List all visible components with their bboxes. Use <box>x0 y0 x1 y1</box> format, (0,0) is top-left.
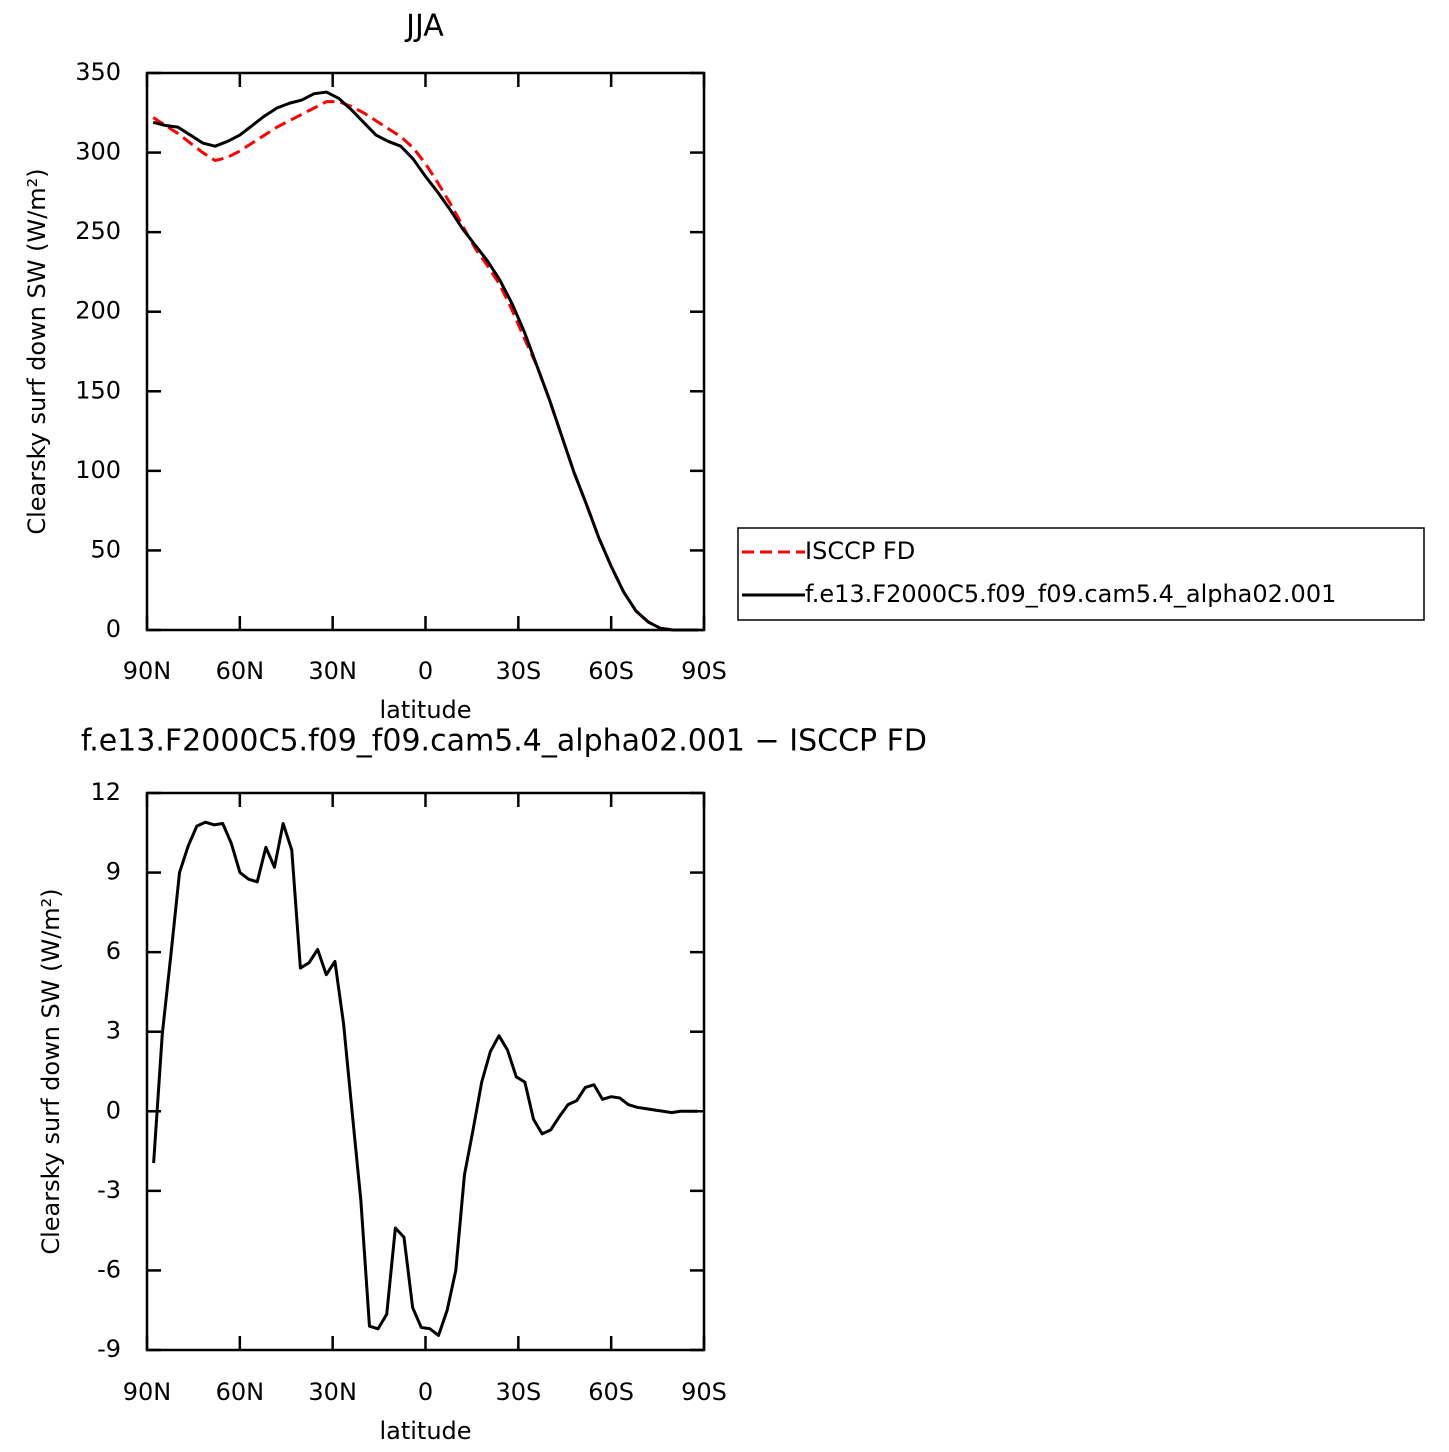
x-tick-label: 0 <box>418 657 433 685</box>
y-tick-label: 250 <box>75 217 121 245</box>
legend-label: f.e13.F2000C5.f09_f09.cam5.4_alpha02.001 <box>805 580 1336 608</box>
x-tick-label: 90S <box>681 657 727 685</box>
y-tick-label: 0 <box>106 615 121 643</box>
y-tick-label: 6 <box>106 937 121 965</box>
x-tick-label: 90S <box>681 1378 727 1406</box>
y-tick-label: 9 <box>106 858 121 886</box>
y-tick-label: 300 <box>75 138 121 166</box>
data-line <box>152 100 698 632</box>
legend: ISCCP FD f.e13.F2000C5.f09_f09.cam5.4_alp… <box>737 527 1425 621</box>
plot-frame <box>145 791 706 1352</box>
x-tick-label: 30S <box>495 657 541 685</box>
y-axis-label: Clearsky surf down SW (W/m²) <box>37 888 65 1254</box>
y-tick-label: -9 <box>97 1335 121 1363</box>
y-axis-label: Clearsky surf down SW (W/m²) <box>23 168 51 534</box>
y-tick-label: 200 <box>75 297 121 325</box>
chart-title: JJA <box>404 9 444 44</box>
x-tick-label: 90N <box>123 657 172 685</box>
x-tick-label: 0 <box>418 1378 433 1406</box>
data-line <box>152 820 698 1337</box>
x-tick-label: 90N <box>123 1378 172 1406</box>
y-tick-label: 50 <box>90 535 121 563</box>
x-tick-label: 30S <box>495 1378 541 1406</box>
y-tick-label: 350 <box>75 58 121 86</box>
x-axis-label: latitude <box>379 696 471 724</box>
x-tick-label: 60N <box>216 657 265 685</box>
legend-label: ISCCP FD <box>805 537 915 565</box>
x-axis-label: latitude <box>379 1417 471 1445</box>
data-line <box>152 90 698 632</box>
y-tick-label: 3 <box>106 1017 121 1045</box>
chart-title: f.e13.F2000C5.f09_f09.cam5.4_alpha02.001… <box>81 724 927 759</box>
x-tick-label: 60S <box>588 657 634 685</box>
y-tick-label: 12 <box>90 778 121 806</box>
y-tick-label: -6 <box>97 1255 121 1283</box>
x-tick-label: 60N <box>216 1378 265 1406</box>
legend-box <box>737 527 1425 621</box>
x-tick-label: 60S <box>588 1378 634 1406</box>
y-tick-label: -3 <box>97 1176 121 1204</box>
y-tick-label: 150 <box>75 376 121 404</box>
x-tick-label: 30N <box>308 1378 357 1406</box>
y-tick-label: 100 <box>75 456 121 484</box>
x-tick-label: 30N <box>308 657 357 685</box>
y-tick-label: 0 <box>106 1096 121 1124</box>
